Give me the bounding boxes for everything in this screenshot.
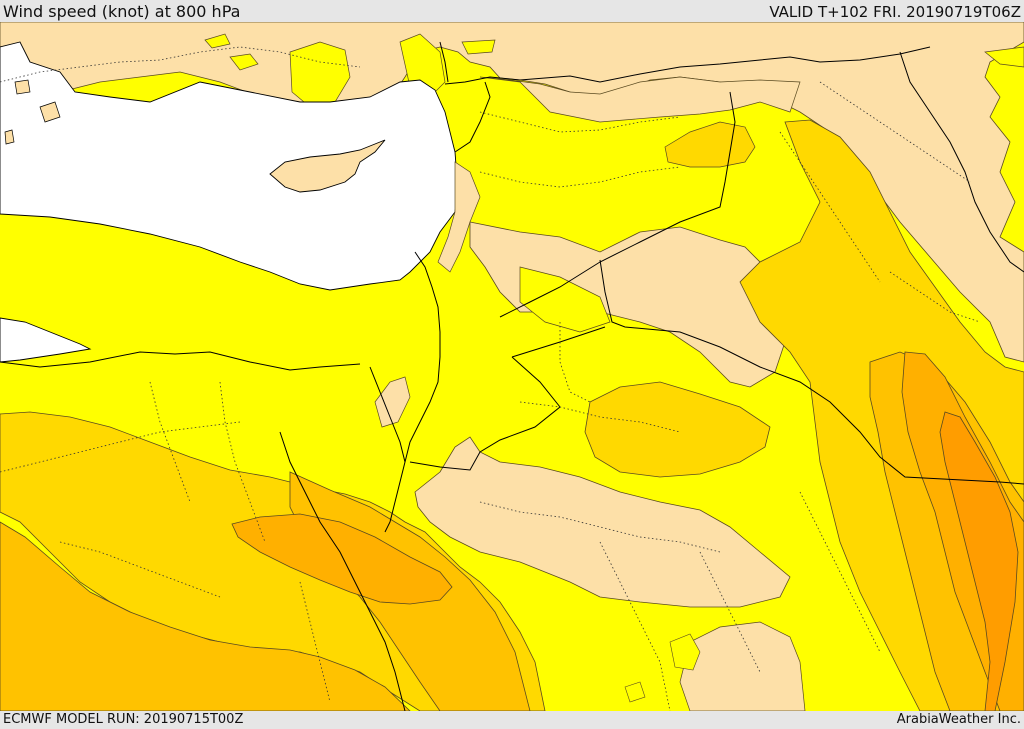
map-title: Wind speed (knot) at 800 hPa bbox=[3, 2, 241, 21]
wind-patch-north-5 bbox=[461, 39, 496, 55]
wind-band-level-3-central bbox=[584, 381, 771, 478]
credit: ArabiaWeather Inc. bbox=[896, 712, 1021, 727]
low-wind-region-syria bbox=[479, 76, 801, 123]
wind-patch-north-2 bbox=[229, 53, 259, 71]
low-wind-region-sinai bbox=[374, 376, 411, 428]
wind-band-level-5-west bbox=[231, 513, 453, 605]
wind-band-level-4-west bbox=[0, 521, 411, 711]
wind-band-level-6-east bbox=[939, 411, 1019, 711]
weather-map[interactable] bbox=[0, 22, 1024, 711]
map-canvas[interactable] bbox=[0, 22, 1024, 711]
low-wind-region-south bbox=[679, 621, 806, 711]
wind-patch-south-1 bbox=[669, 633, 701, 671]
country-borders bbox=[0, 41, 1024, 711]
wind-band-level-3-north bbox=[664, 121, 756, 168]
aegean-islands bbox=[4, 79, 61, 145]
model-run: ECMWF MODEL RUN: 20190715T00Z bbox=[3, 712, 244, 727]
wind-patch-north-6 bbox=[984, 46, 1024, 68]
wind-patch-south-2 bbox=[624, 681, 646, 703]
low-wind-region-arabia bbox=[414, 436, 791, 608]
mediterranean-sea-south bbox=[0, 317, 92, 363]
wind-patch-north-3 bbox=[204, 33, 231, 49]
footer-bar: ECMWF MODEL RUN: 20190715T00Z ArabiaWeat… bbox=[0, 711, 1024, 729]
province-borders bbox=[0, 46, 981, 711]
cyprus-island bbox=[269, 139, 386, 193]
valid-time: VALID T+102 FRI. 20190719T06Z bbox=[769, 3, 1021, 21]
header-bar: Wind speed (knot) at 800 hPa VALID T+102… bbox=[0, 0, 1024, 22]
low-wind-region-levant bbox=[437, 161, 481, 273]
